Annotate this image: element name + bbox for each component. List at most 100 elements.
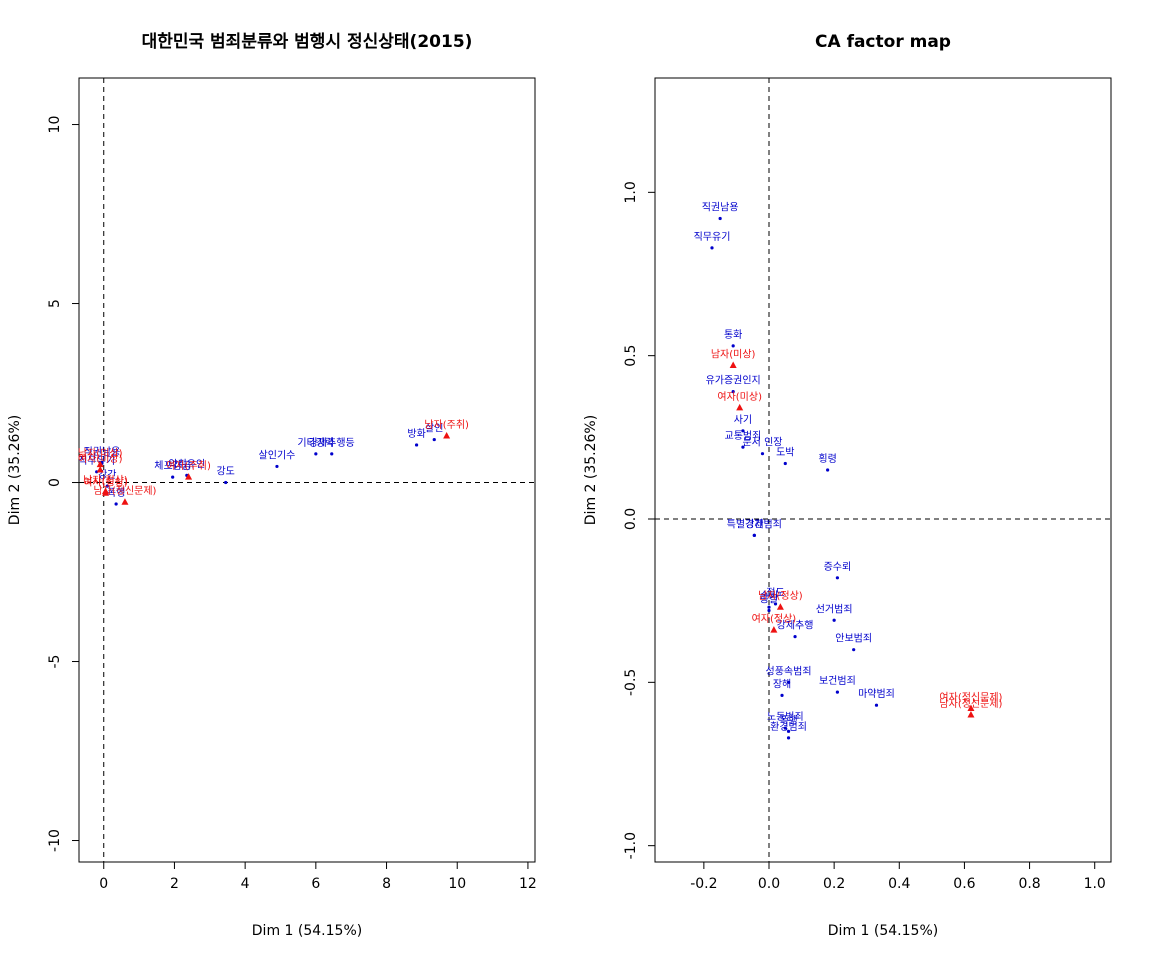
x-tick-label: 12 [519, 876, 537, 892]
column-point-label: 남자(미상) [711, 348, 756, 360]
row-point-label: 직무유기 [694, 231, 731, 243]
column-point-marker [776, 603, 784, 610]
row-point-marker [793, 635, 797, 639]
row-point-marker [114, 502, 118, 506]
row-point-label: 살인 [425, 423, 443, 435]
x-tick-label: 1.0 [1084, 876, 1106, 892]
row-point-label: 장해 [773, 677, 791, 690]
row-point-label: 절도 [766, 586, 784, 599]
row-point-label: 교통범죄 [725, 430, 762, 442]
row-point-marker [718, 216, 722, 221]
y-tick-label: -5 [47, 655, 63, 669]
right-x-axis-label: Dim 1 (54.15%) [828, 923, 938, 939]
column-point-label: 여자(미상) [717, 391, 762, 403]
row-point-marker [752, 533, 756, 537]
right-chart-panel: CA factor map Dim 1 (54.15%) Dim 2 (35.2… [583, 32, 1112, 939]
row-point-label: 환경범죄 [770, 720, 807, 733]
row-point-label: 증수뢰 [824, 561, 852, 573]
row-point-label: 유가증권인지 [706, 375, 761, 387]
x-tick-label: 2 [170, 876, 179, 892]
y-tick-label: -10 [47, 829, 63, 852]
column-point-label: 남자(정신문제) [939, 698, 1002, 710]
row-point-marker [835, 576, 840, 580]
row-point-label: 횡령 [818, 453, 836, 465]
column-point-marker [96, 466, 104, 473]
row-point-marker [314, 452, 318, 456]
y-tick-label: 0 [47, 478, 63, 487]
row-point-label: 기타강력 [297, 437, 334, 449]
column-point-label: 남자(미상) [78, 448, 123, 460]
row-point-label: 강제추행 [777, 620, 814, 632]
row-point-marker [780, 693, 784, 698]
row-point-label: 직권남용 [702, 201, 739, 213]
row-point-label: 보건범죄 [819, 675, 856, 687]
x-tick-label: 6 [311, 876, 320, 892]
y-tick-label: 10 [47, 116, 63, 134]
row-point-marker [105, 484, 109, 488]
row-point-label: 문서 인장 [742, 437, 782, 449]
row-point-label: 폭행 [107, 487, 125, 499]
row-point-marker [275, 464, 279, 469]
column-point-label: 여자(정상) [752, 613, 797, 625]
column-point-label: 남자(주취) [424, 419, 469, 431]
left-x-axis-label: Dim 1 (54.15%) [252, 923, 362, 939]
x-tick-label: 10 [448, 876, 466, 892]
column-point-marker [736, 403, 744, 411]
left-plot-frame [78, 77, 536, 863]
x-tick-label: 0.2 [823, 876, 845, 892]
row-point-label: 강제추행등 [309, 437, 355, 449]
row-point-label: 약취유인 [168, 458, 205, 470]
row-point-marker [767, 605, 771, 609]
row-point-marker [741, 429, 745, 433]
y-tick-label: 1.0 [623, 181, 639, 203]
column-point-marker [443, 431, 451, 439]
row-point-label: 도박 [776, 446, 794, 458]
row-point-label: 살인기수 [259, 449, 296, 461]
row-point-marker [171, 475, 175, 479]
row-point-label: 안보범죄 [835, 633, 872, 645]
column-point-label: 남자(정상) [83, 474, 128, 486]
row-point-marker [432, 437, 436, 442]
row-point-marker [95, 470, 99, 474]
right-plot-frame [654, 77, 1112, 863]
y-tick-label: 0.5 [623, 345, 639, 367]
row-point-marker [767, 608, 771, 613]
row-point-label: 공갈 [760, 592, 778, 605]
column-point-marker [96, 460, 104, 468]
row-point-marker [330, 452, 334, 456]
x-tick-label: 4 [241, 876, 250, 892]
column-point-marker [121, 498, 129, 505]
x-tick-label: 0.0 [758, 876, 780, 892]
column-point-label: 여자(정상) [83, 476, 128, 488]
x-tick-label: 8 [382, 876, 391, 892]
row-point-label: 직권남용 [84, 446, 121, 458]
y-tick-label: -0.5 [623, 669, 639, 696]
row-point-marker [832, 618, 836, 622]
column-point-marker [770, 626, 778, 633]
row-point-label: 손괴 [760, 590, 778, 602]
row-point-marker [852, 648, 856, 652]
row-point-marker [835, 690, 840, 694]
y-tick-label: 5 [47, 299, 63, 308]
row-point-label: 마약범죄 [858, 688, 895, 700]
row-point-label: 체포감금 [154, 460, 191, 472]
column-point-marker [729, 361, 737, 368]
column-point-marker [967, 711, 975, 718]
row-point-marker [826, 468, 830, 472]
x-tick-label: -0.2 [690, 876, 717, 892]
column-point-marker [967, 704, 975, 711]
x-tick-label: 0.8 [1018, 876, 1040, 892]
right-y-axis-label: Dim 2 (35.26%) [583, 415, 599, 525]
row-point-label: 직무유기 [78, 455, 115, 467]
row-point-label: 강도 [216, 466, 234, 478]
column-point-label: 여자(정신문제) [939, 691, 1002, 703]
row-point-marker [224, 480, 228, 485]
row-point-marker [731, 390, 735, 394]
row-point-label: 강간 [745, 518, 763, 530]
row-point-marker [783, 726, 787, 730]
x-tick-label: 0.4 [888, 876, 910, 892]
column-point-label: 여자(주취) [166, 460, 211, 472]
row-point-label: 폭행 [779, 714, 797, 726]
row-point-marker [760, 452, 765, 456]
column-point-label: 남자(정상) [758, 590, 803, 602]
